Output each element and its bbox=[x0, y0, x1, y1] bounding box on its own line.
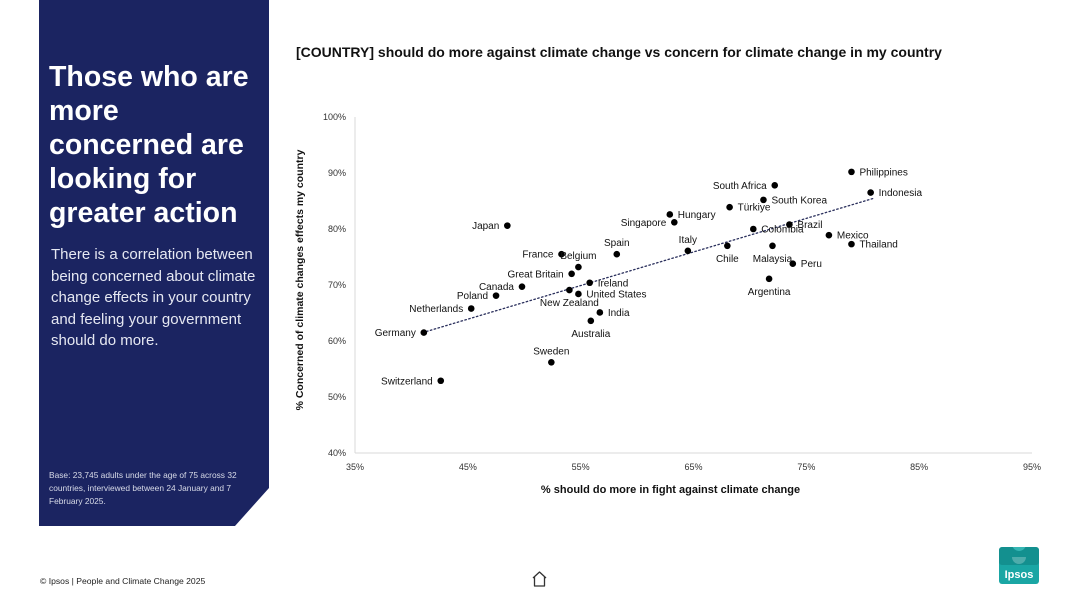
side-panel: Those who are more concerned are looking… bbox=[39, 0, 269, 526]
point-label-netherlands: Netherlands bbox=[409, 304, 463, 315]
point-label-chile: Chile bbox=[716, 254, 739, 265]
base-note: Base: 23,745 adults under the age of 75 … bbox=[49, 470, 237, 506]
point-ireland bbox=[586, 279, 593, 287]
trendline bbox=[422, 197, 875, 334]
point-malaysia bbox=[769, 242, 776, 250]
point-south-korea bbox=[760, 196, 767, 204]
footer-text: © Ipsos | People and Climate Change 2025 bbox=[40, 576, 206, 586]
x-tick-label: 35% bbox=[346, 462, 364, 472]
point-label-ireland: Ireland bbox=[598, 278, 629, 289]
point-label-canada: Canada bbox=[479, 282, 514, 293]
point-south-africa bbox=[771, 182, 779, 189]
point-japan bbox=[504, 222, 511, 229]
x-tick-label: 55% bbox=[572, 462, 590, 472]
point-label-united-states: United States bbox=[586, 289, 646, 300]
point-india bbox=[596, 309, 604, 316]
point-label-poland: Poland bbox=[457, 291, 488, 302]
ipsos-logo: Ipsos bbox=[999, 547, 1039, 584]
point-canada bbox=[518, 283, 526, 290]
point-mexico bbox=[825, 231, 833, 239]
point-label-argentina: Argentina bbox=[748, 287, 791, 298]
x-tick-label: 85% bbox=[910, 462, 928, 472]
point-united-states bbox=[575, 290, 582, 298]
point-australia bbox=[587, 317, 595, 325]
point-belgium bbox=[575, 263, 582, 271]
x-tick-label: 65% bbox=[684, 462, 702, 472]
x-tick-label: 45% bbox=[459, 462, 477, 472]
point-label-sweden: Sweden bbox=[533, 346, 569, 357]
point-thailand bbox=[848, 240, 855, 248]
point-italy bbox=[684, 247, 692, 255]
point-label-new-zealand: New Zealand bbox=[540, 298, 599, 309]
point-label-t-rkiye: Türkiye bbox=[738, 203, 771, 214]
point-new-zealand bbox=[566, 286, 573, 294]
y-tick-label: 100% bbox=[323, 112, 346, 122]
point-great-britain bbox=[568, 270, 575, 278]
point-label-great-britain: Great Britain bbox=[507, 269, 563, 280]
point-sweden bbox=[548, 358, 555, 366]
point-france bbox=[558, 250, 565, 258]
point-poland bbox=[492, 292, 500, 299]
y-tick-label: 80% bbox=[328, 224, 346, 234]
point-label-south-africa: South Africa bbox=[713, 181, 767, 192]
x-axis-label: % should do more in fight against climat… bbox=[541, 484, 800, 496]
y-tick-label: 90% bbox=[328, 168, 346, 178]
y-tick-label: 50% bbox=[328, 392, 346, 402]
point-label-hungary: Hungary bbox=[678, 210, 716, 221]
panel-headline: Those who are more concerned are looking… bbox=[49, 61, 249, 229]
chart-title: [COUNTRY] should do more against climate… bbox=[296, 44, 942, 60]
panel-body-text: There is a correlation between being con… bbox=[51, 246, 256, 349]
point-chile bbox=[724, 242, 731, 250]
point-label-singapore: Singapore bbox=[621, 218, 667, 229]
point-colombia bbox=[750, 225, 757, 233]
point-brazil bbox=[786, 221, 793, 228]
point-spain bbox=[613, 250, 621, 258]
point-label-italy: Italy bbox=[679, 235, 697, 246]
point-switzerland bbox=[437, 377, 445, 385]
svg-text:Ipsos: Ipsos bbox=[1005, 569, 1034, 581]
point-label-malaysia: Malaysia bbox=[753, 254, 793, 265]
point-label-thailand: Thailand bbox=[859, 240, 897, 251]
point-label-colombia: Colombia bbox=[761, 225, 804, 236]
y-axis-label: % Concerned of climate changes effects m… bbox=[294, 149, 306, 410]
point-label-germany: Germany bbox=[375, 328, 416, 339]
point-label-mexico: Mexico bbox=[837, 231, 869, 242]
point-netherlands bbox=[467, 305, 475, 312]
y-tick-label: 60% bbox=[328, 336, 346, 346]
point-label-australia: Australia bbox=[571, 329, 610, 340]
point-label-spain: Spain bbox=[604, 238, 630, 249]
point-singapore bbox=[671, 218, 678, 226]
point-label-belgium: Belgium bbox=[560, 251, 596, 262]
point-label-philippines: Philippines bbox=[859, 167, 907, 178]
x-tick-label: 95% bbox=[1023, 462, 1041, 472]
point-label-switzerland: Switzerland bbox=[381, 376, 433, 387]
point-t-rkiye bbox=[726, 203, 733, 211]
x-tick-label: 75% bbox=[797, 462, 815, 472]
point-germany bbox=[420, 329, 428, 336]
point-philippines bbox=[848, 168, 855, 176]
y-tick-label: 40% bbox=[328, 448, 346, 458]
point-peru bbox=[789, 260, 797, 268]
point-label-france: France bbox=[522, 250, 554, 261]
point-label-indonesia: Indonesia bbox=[879, 188, 923, 199]
point-argentina bbox=[765, 275, 773, 283]
point-label-brazil: Brazil bbox=[797, 220, 822, 231]
point-label-south-korea: South Korea bbox=[771, 195, 827, 206]
home-icon[interactable] bbox=[531, 570, 548, 588]
y-tick-label: 70% bbox=[328, 280, 346, 290]
point-indonesia bbox=[867, 189, 874, 196]
point-label-japan: Japan bbox=[472, 221, 499, 232]
point-hungary bbox=[666, 211, 674, 218]
point-label-peru: Peru bbox=[801, 259, 822, 270]
point-label-india: India bbox=[608, 308, 630, 319]
scatter-chart: 35% 45% 55% 65% 75% 85% 95% 40% 50% 60% 70% 80% 90% 1… bbox=[294, 112, 1041, 496]
